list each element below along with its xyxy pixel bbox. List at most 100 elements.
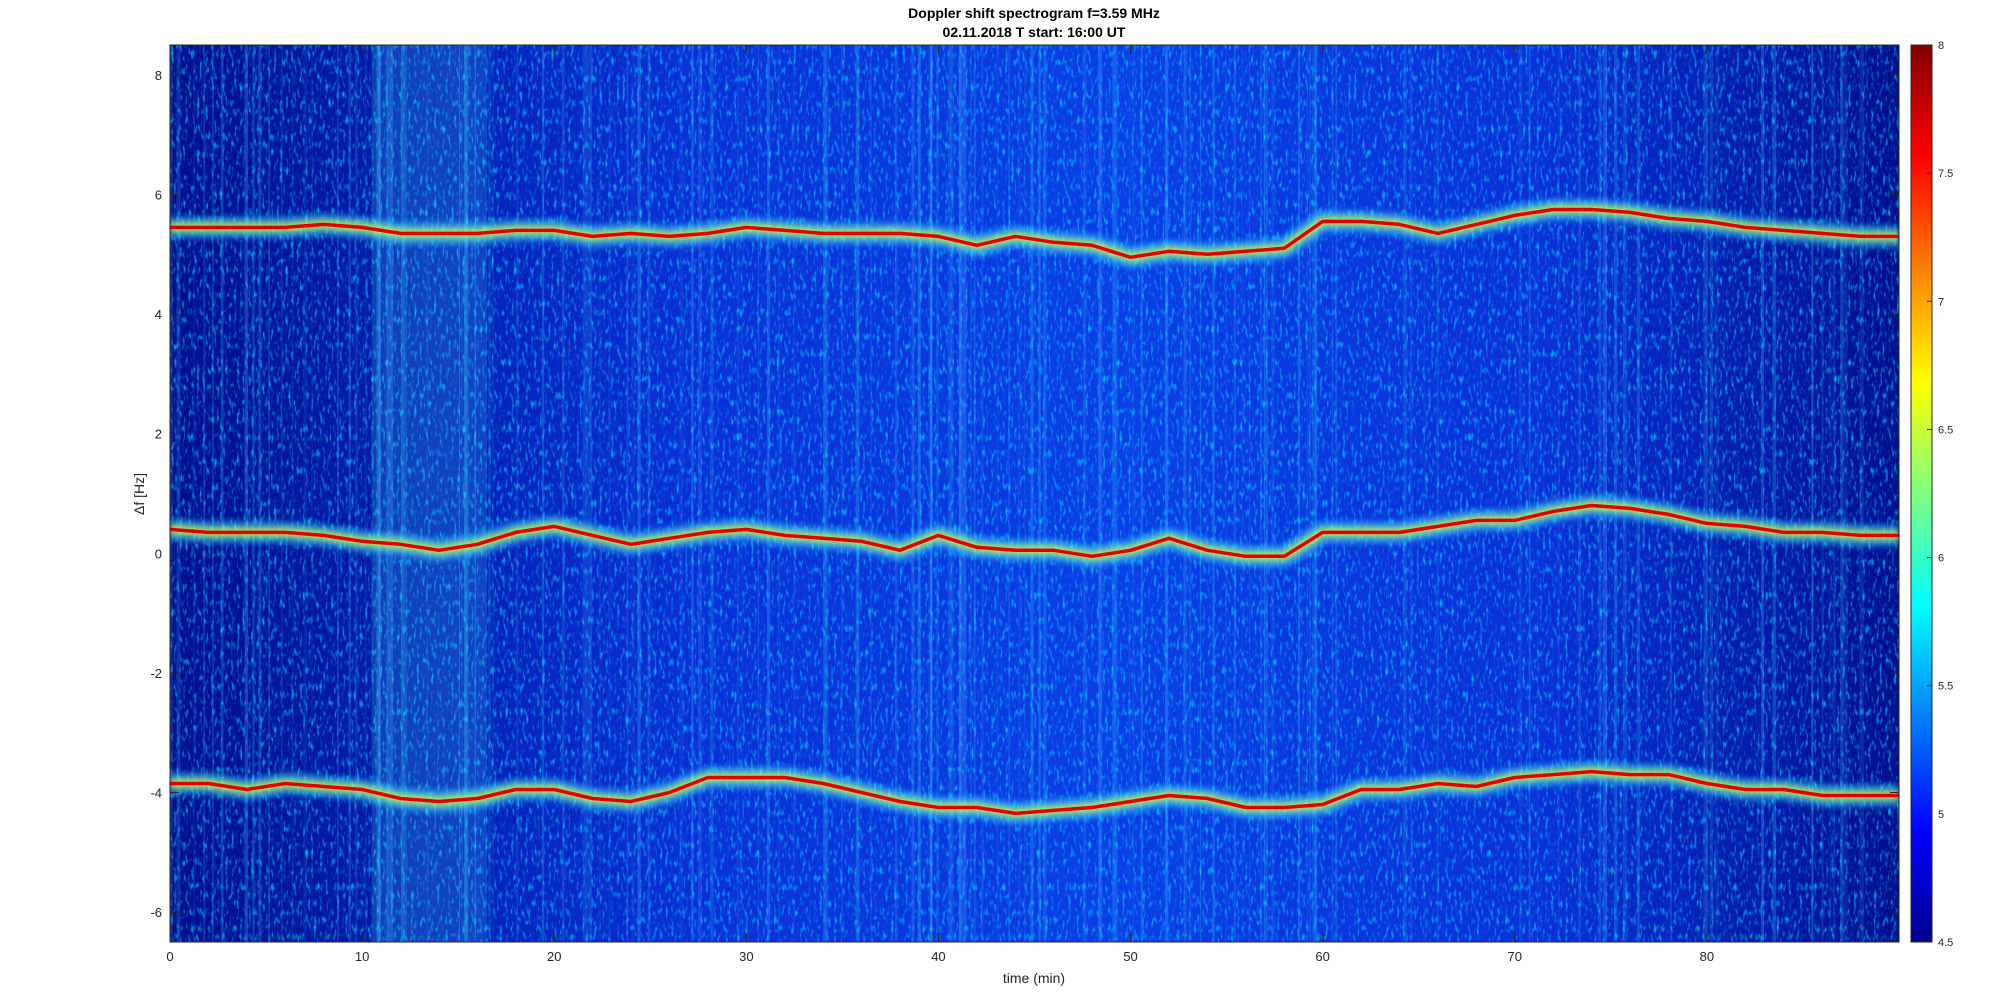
interference-streak [1301,45,1303,942]
interference-streak [1859,45,1864,942]
interference-streak [1518,45,1522,942]
interference-streak [857,45,860,942]
interference-streak [390,45,394,942]
interference-streak [958,45,962,942]
colorbar-tick-label: 5.5 [1938,681,1953,693]
interference-streak [950,45,954,942]
interference-streak [870,45,872,942]
interference-streak [1038,45,1041,942]
colorbar-ticks: 4.5 5 5.5 6 6.5 7 7.5 8 [1927,40,1953,949]
interference-streak [1536,45,1539,942]
interference-streak [962,45,967,942]
colorbar-tick-label: 5 [1938,809,1944,821]
interference-streak [1669,45,1672,942]
interference-streak [631,45,636,942]
interference-streak [1622,45,1627,942]
interference-streak [464,45,469,942]
interference-streak [348,45,351,942]
y-axis-ticks: -6 -4 -2 0 2 4 6 8 [150,68,1899,920]
interference-streak [220,45,224,942]
interference-streak [291,45,294,942]
x-tick-label: 50 [1123,949,1137,964]
y-tick-label: 4 [155,307,162,322]
y-tick-label: -6 [150,905,162,920]
interference-streak [894,45,898,942]
y-tick-label: -4 [150,786,162,801]
interference-streak [1403,45,1407,942]
axes-frame [169,44,1900,943]
colorbar-tick-label: 7 [1938,296,1944,308]
colorbar-tick-label: 4.5 [1938,937,1953,949]
interference-streak [259,45,262,942]
interference-streak [1557,45,1560,942]
interference-streak [376,45,380,942]
interference-streak [930,45,933,942]
interference-streak [1311,45,1316,942]
interference-streak [244,45,249,942]
signal-traces [170,207,1899,816]
interference-streak [258,45,261,942]
interference-streak [1436,45,1439,942]
interference-streak [741,45,743,942]
vertical-interference-streaks [170,45,1864,942]
interference-streak [1761,45,1764,942]
interference-streak [1024,45,1026,942]
interference-streak [1115,45,1118,942]
interference-streak [911,45,915,942]
interference-streak [1199,45,1202,942]
x-tick-label: 70 [1508,949,1522,964]
colorbar [1910,44,1933,943]
colorbar-tick-label: 7.5 [1938,168,1953,180]
interference-streak [1112,45,1117,942]
interference-streak [1248,45,1251,942]
colorbar-tick-label: 6.5 [1938,424,1953,436]
interference-streak [1528,45,1531,942]
y-tick-label: 0 [155,546,162,561]
interference-streak [1821,45,1824,942]
interference-streak [401,45,405,942]
interference-streak [1331,45,1334,942]
interference-streak [426,45,429,942]
interference-streak [378,45,382,942]
interference-streak [1409,45,1413,942]
y-tick-label: 8 [155,68,162,83]
interference-streak [1297,45,1301,942]
interference-streak [736,45,740,942]
spectrogram-plot-area [170,45,1899,942]
interference-streak [280,45,283,942]
interference-streak [1811,45,1814,942]
interference-streak [1271,45,1275,942]
interference-streak [1314,45,1318,942]
interference-streak [691,45,694,942]
interference-streak [958,45,963,942]
interference-streak [1189,45,1192,942]
interference-streak [841,45,843,942]
interference-streak [405,45,407,942]
x-tick-label: 60 [1315,949,1329,964]
interference-streak [386,45,390,942]
interference-streak [608,45,611,942]
series-line-0 [170,207,1899,260]
interference-streak [1614,45,1618,942]
interference-streak [1843,45,1848,942]
interference-streak [585,45,590,942]
y-tick-label: 2 [155,427,162,442]
interference-streak [1705,45,1708,942]
interference-streak [973,45,976,942]
series-line-2 [170,769,1899,816]
interference-streak [516,45,519,942]
interference-streak [355,45,358,942]
interference-streak [212,45,214,942]
interference-streak [311,45,313,942]
y-axis-label: Δf [Hz] [131,473,147,515]
interference-streak [827,45,829,942]
interference-streak [1225,45,1228,942]
chart-subtitle: 02.11.2018 T start: 16:00 UT [943,24,1126,40]
interference-streak [647,45,650,942]
interference-streak [1241,45,1243,942]
interference-streak [488,45,491,942]
interference-streak [1098,45,1103,942]
colorbar-tick-label: 8 [1938,40,1944,52]
interference-streak [698,45,702,942]
interference-streak [947,45,952,942]
